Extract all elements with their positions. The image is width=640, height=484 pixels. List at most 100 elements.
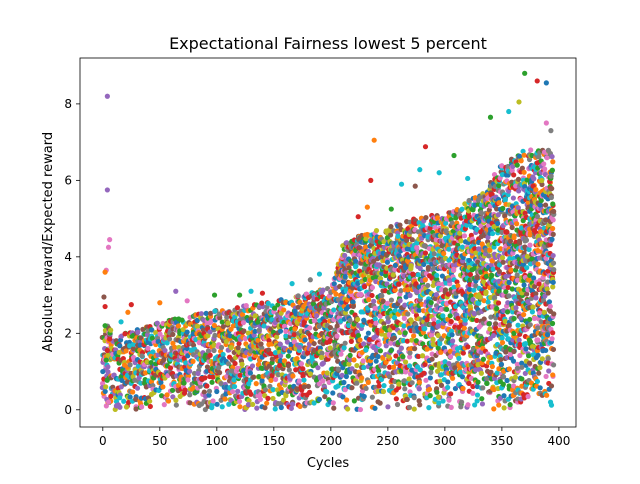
- data-point: [493, 321, 499, 327]
- data-point: [351, 398, 357, 404]
- data-point: [421, 370, 427, 376]
- data-point: [535, 337, 541, 343]
- data-point: [485, 299, 491, 305]
- data-point: [446, 246, 452, 252]
- data-point: [486, 321, 492, 327]
- data-point: [297, 403, 303, 410]
- data-point: [245, 330, 251, 336]
- data-point: [290, 401, 296, 407]
- data-point: [547, 303, 553, 309]
- data-point: [342, 274, 348, 280]
- data-point: [383, 272, 389, 278]
- data-point: [119, 377, 125, 383]
- data-point: [301, 384, 307, 390]
- data-point: [134, 385, 141, 391]
- data-point: [327, 345, 333, 351]
- data-point: [320, 287, 326, 293]
- data-point: [398, 345, 404, 351]
- data-point: [105, 369, 111, 375]
- data-point: [123, 404, 130, 410]
- data-point: [342, 340, 348, 346]
- data-point: [135, 329, 141, 335]
- data-point: [273, 354, 280, 360]
- data-point: [301, 377, 307, 383]
- data-point: [121, 398, 127, 404]
- data-point: [280, 397, 287, 403]
- data-point: [321, 305, 327, 311]
- data-point: [511, 348, 517, 355]
- data-point: [516, 337, 522, 343]
- data-point: [386, 332, 392, 338]
- data-point: [491, 406, 497, 412]
- data-point: [373, 347, 380, 354]
- data-point: [407, 292, 413, 298]
- data-point: [346, 361, 352, 367]
- data-point: [259, 365, 266, 371]
- data-point: [448, 404, 454, 410]
- data-point: [386, 374, 393, 380]
- data-point: [514, 162, 520, 168]
- data-point: [541, 309, 547, 315]
- data-point: [529, 309, 536, 315]
- data-point: [376, 383, 382, 389]
- data-point: [255, 337, 261, 343]
- data-point: [499, 340, 506, 346]
- data-point: [285, 353, 291, 359]
- data-point: [395, 233, 401, 239]
- data-point: [391, 315, 398, 321]
- data-point: [105, 352, 111, 358]
- data-point: [392, 262, 398, 268]
- data-point: [320, 360, 326, 366]
- data-point: [166, 336, 173, 342]
- data-point: [273, 376, 279, 382]
- data-point: [515, 176, 522, 182]
- data-point: [347, 357, 353, 363]
- data-point: [360, 358, 366, 364]
- data-point: [446, 397, 452, 403]
- data-point: [475, 379, 481, 385]
- data-point: [214, 388, 220, 395]
- data-point: [521, 312, 527, 318]
- data-point: [489, 363, 495, 370]
- data-point: [230, 388, 236, 395]
- data-point: [335, 366, 341, 372]
- data-point: [495, 300, 502, 306]
- data-point: [407, 354, 413, 360]
- data-point: [393, 353, 399, 359]
- data-point: [391, 335, 397, 341]
- data-point: [404, 396, 410, 403]
- data-point: [514, 365, 520, 371]
- data-point: [175, 323, 182, 329]
- data-point: [212, 332, 218, 339]
- data-point: [501, 405, 507, 411]
- data-point: [246, 398, 252, 404]
- data-point: [315, 365, 321, 371]
- data-point: [359, 375, 365, 381]
- data-point: [355, 332, 362, 339]
- data-point: [535, 261, 541, 267]
- data-point: [496, 402, 502, 408]
- data-point: [509, 224, 515, 231]
- data-point: [377, 275, 384, 282]
- data-point: [180, 326, 186, 333]
- data-point: [357, 406, 364, 413]
- data-point: [546, 299, 553, 305]
- data-point: [161, 402, 167, 408]
- data-point: [300, 366, 306, 372]
- data-point: [157, 331, 163, 337]
- data-point: [382, 332, 389, 338]
- data-point: [272, 406, 278, 412]
- data-point: [502, 196, 508, 202]
- data-point: [523, 237, 530, 243]
- data-point: [264, 400, 270, 406]
- data-point: [298, 361, 305, 367]
- data-point: [417, 402, 423, 408]
- data-point: [434, 389, 440, 395]
- data-point: [534, 378, 541, 385]
- data-point: [206, 392, 212, 398]
- data-point: [544, 155, 550, 161]
- data-point: [307, 389, 313, 395]
- data-point: [130, 345, 137, 352]
- data-point: [506, 322, 512, 328]
- data-point: [511, 233, 517, 239]
